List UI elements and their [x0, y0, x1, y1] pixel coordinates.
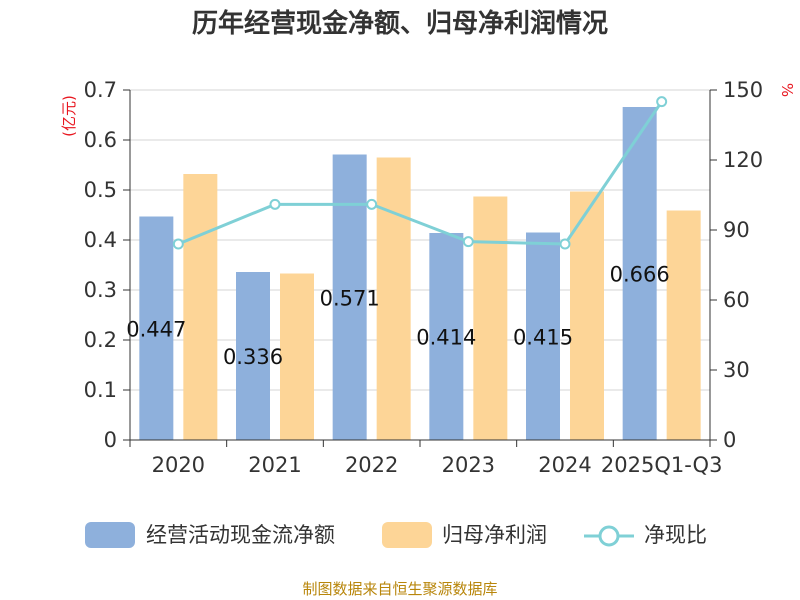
ratio-point — [462, 236, 474, 248]
data-label-cash-flow: 0.336 — [223, 345, 283, 369]
bar-cash-flow — [622, 107, 657, 440]
bar-net-profit — [666, 210, 701, 440]
ratio-line-path — [177, 100, 663, 246]
ratio-point — [269, 198, 281, 210]
ratio-line — [172, 96, 668, 250]
legend-swatch-cash-flow — [85, 522, 135, 548]
bar-net-profit — [473, 196, 508, 440]
x-tick-label: 2022 — [345, 453, 398, 477]
x-tick-label: 2020 — [152, 453, 205, 477]
data-labels: 0.447 0.336 0.571 0.414 0.415 0.666 — [126, 263, 669, 370]
bar-net-profit — [376, 157, 411, 440]
right-tick-label: 150 — [723, 78, 763, 102]
left-tick-label: 0.6 — [84, 128, 117, 152]
x-tick-label: 2025Q1-Q3 — [601, 453, 723, 477]
x-tick-label: 2024 — [538, 453, 591, 477]
bar-cash-flow — [236, 272, 270, 440]
right-axis-ticks: 0 30 60 90 120 150 — [710, 78, 763, 452]
bar-net-profit — [570, 191, 604, 440]
left-tick-label: 0 — [104, 428, 117, 452]
ratio-point — [656, 96, 668, 108]
left-tick-label: 0.2 — [84, 328, 117, 352]
bar-net-profit — [183, 174, 218, 440]
legend-label-net-profit: 归母净利润 — [442, 523, 547, 547]
left-tick-label: 0.3 — [84, 278, 117, 302]
right-tick-label: 90 — [723, 218, 750, 242]
data-label-cash-flow: 0.447 — [126, 317, 186, 341]
right-tick-label: 60 — [723, 288, 750, 312]
left-tick-label: 0.5 — [84, 178, 117, 202]
data-label-cash-flow: 0.666 — [610, 263, 670, 287]
legend-marker-ratio — [598, 525, 620, 547]
bar-cash-flow — [139, 216, 174, 440]
legend-swatch-net-profit — [382, 522, 432, 548]
bar-net-profit — [280, 273, 314, 440]
left-axis-unit: (亿元) — [60, 95, 78, 137]
chart-title: 历年经营现金净额、归母净利润情况 — [192, 8, 608, 39]
legend-label-cash-flow: 经营活动现金流净额 — [146, 523, 335, 547]
ratio-point — [559, 238, 571, 250]
bar-cash-flow — [526, 232, 560, 440]
data-label-cash-flow: 0.571 — [320, 286, 380, 310]
right-axis-unit: % — [778, 83, 796, 97]
legend-label-ratio: 净现比 — [644, 523, 707, 547]
bar-cash-flow — [332, 154, 367, 440]
x-tick-label: 2023 — [442, 453, 495, 477]
x-axis-ticks: 2020 2021 2022 2023 2024 2025Q1-Q3 — [129, 440, 723, 477]
left-tick-label: 0.4 — [84, 228, 117, 252]
right-tick-label: 0 — [723, 428, 736, 452]
left-tick-label: 0.7 — [84, 78, 117, 102]
right-tick-label: 120 — [723, 148, 763, 172]
gridlines — [130, 89, 710, 391]
left-axis-ticks: 0 0.1 0.2 0.3 0.4 0.5 0.6 0.7 — [84, 78, 130, 452]
legend: 经营活动现金流净额 归母净利润 净现比 — [85, 522, 707, 548]
x-tick-label: 2021 — [248, 453, 301, 477]
bar-cash-flow — [429, 233, 464, 440]
data-label-cash-flow: 0.414 — [416, 326, 476, 350]
ratio-point — [366, 198, 378, 210]
data-label-cash-flow: 0.415 — [513, 325, 573, 349]
right-tick-label: 30 — [723, 358, 750, 382]
data-source-note: 制图数据来自恒生聚源数据库 — [302, 580, 497, 598]
bars — [139, 107, 701, 440]
ratio-point — [172, 238, 184, 250]
left-tick-label: 0.1 — [84, 378, 117, 402]
